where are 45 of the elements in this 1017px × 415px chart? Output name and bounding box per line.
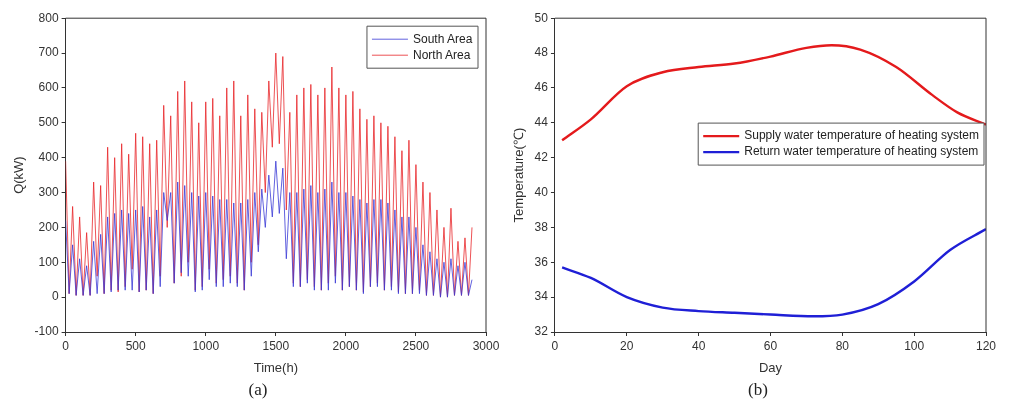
line-series bbox=[560, 227, 986, 318]
text: (a) bbox=[248, 380, 268, 400]
x-tick-label: 2500 bbox=[402, 338, 430, 353]
y-tick-label: 38 bbox=[534, 219, 549, 234]
legend-label: North Area bbox=[412, 47, 471, 62]
x-tick-label: 3000 bbox=[472, 338, 500, 353]
x-axis-title: Time(h) bbox=[253, 359, 298, 375]
x-tick-label: 40 bbox=[691, 338, 706, 353]
y-tick-label: 400 bbox=[38, 149, 59, 164]
y-tick-label: 500 bbox=[38, 115, 59, 130]
legend-label: Return water temperature of heating system bbox=[744, 144, 979, 159]
x-tick-label: 100 bbox=[904, 338, 925, 353]
legend-label: South Area bbox=[412, 31, 473, 46]
y-tick-label: 200 bbox=[38, 219, 59, 234]
y-tick-label: 46 bbox=[534, 80, 549, 95]
x-tick-label: 120 bbox=[975, 338, 997, 353]
text: (b) bbox=[748, 380, 768, 400]
y-tick-label: 48 bbox=[534, 45, 549, 60]
y-tick-label: 700 bbox=[38, 45, 59, 60]
y-tick-label: 32 bbox=[534, 324, 549, 339]
y-tick-label: 800 bbox=[38, 10, 59, 25]
y-tick-label: 44 bbox=[534, 115, 549, 130]
x-tick-label: 0 bbox=[62, 338, 70, 353]
x-tick-label: 500 bbox=[125, 338, 147, 353]
x-tick-label: 80 bbox=[835, 338, 850, 353]
y-tick-label: 300 bbox=[38, 184, 59, 199]
y-tick-label: 42 bbox=[534, 149, 549, 164]
x-tick-label: 60 bbox=[763, 338, 778, 353]
y-tick-label: 50 bbox=[534, 10, 549, 25]
y-axis-title: Q(kW) bbox=[11, 156, 27, 194]
y-tick-label: 0 bbox=[51, 289, 59, 304]
y-axis-title: Temperature(℃) bbox=[511, 127, 527, 223]
y-tick-label: -100 bbox=[34, 324, 59, 339]
x-tick-label: 2000 bbox=[332, 338, 360, 353]
y-tick-label: 40 bbox=[534, 184, 549, 199]
y-tick-label: 100 bbox=[38, 254, 59, 269]
x-tick-label: 1000 bbox=[192, 338, 220, 353]
legend-label: Supply water temperature of heating system bbox=[744, 128, 980, 143]
x-tick-label: 1500 bbox=[262, 338, 290, 353]
x-tick-label: 20 bbox=[620, 338, 634, 353]
y-tick-label: 34 bbox=[534, 289, 549, 304]
x-axis-title: Day bbox=[758, 359, 783, 375]
x-tick-label: 0 bbox=[551, 338, 559, 353]
y-tick-label: 36 bbox=[534, 254, 549, 269]
y-tick-label: 600 bbox=[38, 80, 59, 95]
